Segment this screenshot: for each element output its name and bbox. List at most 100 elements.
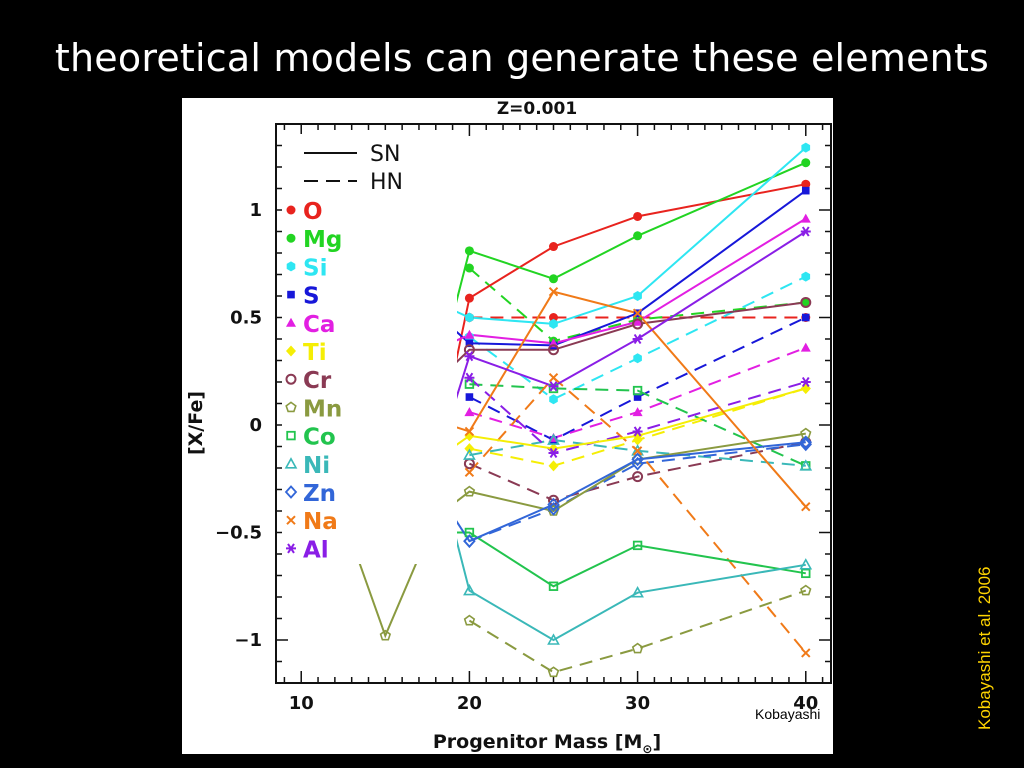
x-tick-label: 30 xyxy=(625,693,650,714)
data-point xyxy=(464,246,474,256)
data-point xyxy=(464,407,475,417)
legend-label: Co xyxy=(303,425,336,451)
x-tick-label: 10 xyxy=(289,693,314,714)
data-point xyxy=(632,434,643,446)
data-point xyxy=(548,447,559,459)
data-point xyxy=(800,382,811,394)
series-line-hn-si xyxy=(468,275,807,401)
data-point xyxy=(286,233,296,243)
legend-label: S xyxy=(303,284,320,310)
data-point xyxy=(800,376,811,388)
data-point xyxy=(464,379,475,389)
data-point xyxy=(286,430,296,441)
y-tick-label: 0 xyxy=(249,415,262,436)
data-point xyxy=(286,317,296,327)
legend-label: Ni xyxy=(303,453,330,479)
data-point xyxy=(548,344,559,356)
series-line-hn-ti xyxy=(469,387,807,467)
data-point xyxy=(286,543,296,554)
y-tick-label: 1 xyxy=(249,200,262,221)
data-point xyxy=(631,452,644,467)
data-point xyxy=(799,558,813,570)
data-point xyxy=(286,205,296,215)
data-point xyxy=(547,497,560,512)
series-line-hn-ni xyxy=(469,438,806,467)
data-point xyxy=(549,318,558,329)
data-point xyxy=(633,211,643,221)
data-point xyxy=(632,540,643,551)
chart-figure: Z=0.001 10 20 30 40 1 0.5 0 −0.5 −1 SN HN O Mg Si S Ca… xyxy=(182,98,833,754)
data-point xyxy=(799,435,812,450)
data-point xyxy=(464,467,475,478)
x-axis-label-main: Progenitor Mass [M xyxy=(433,731,643,753)
data-point xyxy=(632,318,644,330)
legend-style-label: HN xyxy=(370,170,403,195)
data-point xyxy=(285,401,297,413)
inline-credit: Kobayashi xyxy=(755,706,821,722)
data-point xyxy=(379,629,392,641)
data-point xyxy=(799,437,812,452)
data-point xyxy=(464,372,475,383)
data-point xyxy=(633,291,642,301)
legend-background xyxy=(282,134,457,564)
data-point xyxy=(801,179,811,189)
data-point xyxy=(632,316,643,326)
data-point xyxy=(465,393,474,401)
data-point xyxy=(633,231,643,241)
data-point xyxy=(284,457,298,469)
data-point xyxy=(547,502,560,516)
data-point xyxy=(548,372,559,383)
data-point xyxy=(548,381,559,392)
data-point xyxy=(801,501,811,512)
legend-label: Mg xyxy=(303,227,342,253)
y-tick-label: −0.5 xyxy=(215,523,262,544)
y-tick-label: 0.5 xyxy=(230,308,262,329)
data-point xyxy=(547,633,560,645)
data-point xyxy=(631,642,644,654)
data-point xyxy=(548,460,559,472)
data-point xyxy=(632,333,643,345)
data-point xyxy=(464,351,475,362)
data-point xyxy=(548,494,559,506)
data-point xyxy=(632,407,643,417)
data-point xyxy=(801,648,811,658)
data-point xyxy=(632,471,644,483)
side-credit: Kobayashi et al. 2006 xyxy=(975,566,994,730)
data-point xyxy=(465,339,474,348)
legend-label: Ti xyxy=(303,340,327,366)
data-point xyxy=(801,271,811,282)
legend-style-label: SN xyxy=(370,142,400,167)
data-point xyxy=(800,342,811,352)
data-point xyxy=(549,394,558,405)
data-point xyxy=(549,242,558,252)
data-point xyxy=(286,345,296,357)
data-point xyxy=(633,353,642,364)
legend-label: Al xyxy=(303,537,329,563)
data-point xyxy=(800,296,812,308)
data-point xyxy=(548,581,559,591)
data-point xyxy=(631,586,644,598)
data-point xyxy=(284,485,298,499)
series-line-hn-mg xyxy=(468,267,806,343)
data-point xyxy=(549,313,558,322)
chart-title: Z=0.001 xyxy=(497,99,577,119)
data-point xyxy=(633,393,642,401)
data-point xyxy=(549,274,558,284)
legend-label: Zn xyxy=(303,481,336,507)
series-line-hn-na xyxy=(468,376,807,654)
data-point xyxy=(801,158,811,168)
legend-label: Cr xyxy=(303,368,332,394)
legend-label: Na xyxy=(303,509,338,535)
data-point xyxy=(801,142,811,153)
data-point xyxy=(631,456,644,471)
data-point xyxy=(286,261,296,272)
data-point xyxy=(286,515,296,525)
data-point xyxy=(547,666,560,678)
data-point xyxy=(632,385,643,396)
x-tick-label: 20 xyxy=(457,693,482,714)
data-point xyxy=(800,584,812,596)
x-axis-label-close: ] xyxy=(652,731,661,753)
legend-label: Mn xyxy=(303,396,342,422)
data-point xyxy=(287,290,295,299)
